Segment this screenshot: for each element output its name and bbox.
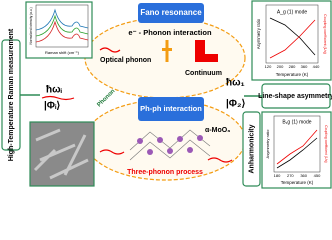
input-state: |Φᵢ⟩ bbox=[44, 101, 60, 112]
material-label: α-MoO₃ bbox=[205, 127, 230, 134]
plot-curve bbox=[269, 17, 316, 56]
crystal-atoms bbox=[137, 135, 203, 155]
x-tick-label: 450 bbox=[314, 173, 321, 178]
plot-y-right: Coupling coefficient (1/q) bbox=[324, 125, 328, 162]
x-tick-label: 200 bbox=[277, 64, 284, 69]
plot-x-ticks: 120 200 280 360 440 bbox=[265, 64, 320, 69]
plot-axes bbox=[265, 4, 319, 64]
plot-curve bbox=[276, 129, 318, 165]
fano-box bbox=[138, 3, 204, 23]
line-shape-label: Line-shape asymmetry bbox=[258, 93, 332, 100]
plot-mode: B₁g (1) mode bbox=[282, 119, 311, 125]
coupling-symbol bbox=[165, 40, 169, 62]
phonon-wave bbox=[41, 95, 75, 101]
continuum-label: Continuum bbox=[185, 70, 222, 77]
plot-y-left: Asymmetry ratio bbox=[256, 18, 261, 49]
plot-x-label: Temperature (K) bbox=[276, 72, 309, 77]
x-tick-label: 360 bbox=[300, 173, 307, 178]
output-energy: ħω₁ bbox=[226, 78, 245, 89]
phph-title: Ph-ph interaction bbox=[140, 104, 202, 113]
spectrum-curve bbox=[35, 14, 89, 37]
phph-box bbox=[138, 97, 204, 121]
line-shape-box bbox=[261, 83, 331, 109]
fano-title: Fano resonance bbox=[140, 8, 202, 17]
x-tick-label: 280 bbox=[289, 64, 296, 69]
plot-axes bbox=[273, 115, 321, 173]
phonon-wave bbox=[207, 157, 233, 163]
left-label: High-Temperature Raman measurement bbox=[8, 28, 15, 161]
x-axis-label: Raman shift (cm⁻¹) bbox=[45, 50, 80, 55]
continuum-icon bbox=[195, 40, 218, 62]
x-tick-label: 440 bbox=[313, 64, 320, 69]
y-axis-label: Normalized intensity (a.u.) bbox=[29, 7, 33, 44]
diagram: High-Temperature Raman measurement Raman… bbox=[0, 0, 332, 189]
sem-image bbox=[29, 121, 95, 187]
plot-x-label: Temperature (K) bbox=[281, 180, 314, 185]
plot-mode: A_g (1) mode bbox=[277, 9, 308, 15]
output-state: |Φ₂⟩ bbox=[226, 99, 245, 110]
spectrum-curve bbox=[35, 20, 89, 43]
plot-curve bbox=[276, 137, 318, 169]
phonon-wave bbox=[99, 149, 125, 155]
input-energy: ħωᵢ bbox=[46, 85, 63, 96]
plot-y-left: Asymmetry ratio bbox=[265, 129, 270, 159]
plot-curve bbox=[269, 19, 316, 59]
optical-phonon: Optical phonon bbox=[100, 57, 151, 64]
anharmonicity-box bbox=[242, 111, 261, 187]
x-tick-label: 180 bbox=[274, 173, 281, 178]
anharmonicity-label: Anharmonicity bbox=[248, 124, 255, 173]
x-tick-label: 270 bbox=[287, 173, 294, 178]
process-label: Three-phonon process bbox=[127, 169, 203, 176]
x-tick-label: 120 bbox=[265, 64, 272, 69]
spectrum-curve bbox=[35, 8, 89, 31]
spectrum-axes bbox=[35, 4, 89, 48]
fano-interaction: e⁻ - Phonon interaction bbox=[128, 28, 212, 37]
phonon-wave bbox=[99, 47, 121, 53]
plot-y-right: Coupling coefficient (1/q) bbox=[323, 14, 327, 54]
plot-x-ticks: 180 270 360 450 bbox=[274, 173, 321, 178]
sem-texture bbox=[33, 128, 89, 180]
x-tick-label: 360 bbox=[301, 64, 308, 69]
